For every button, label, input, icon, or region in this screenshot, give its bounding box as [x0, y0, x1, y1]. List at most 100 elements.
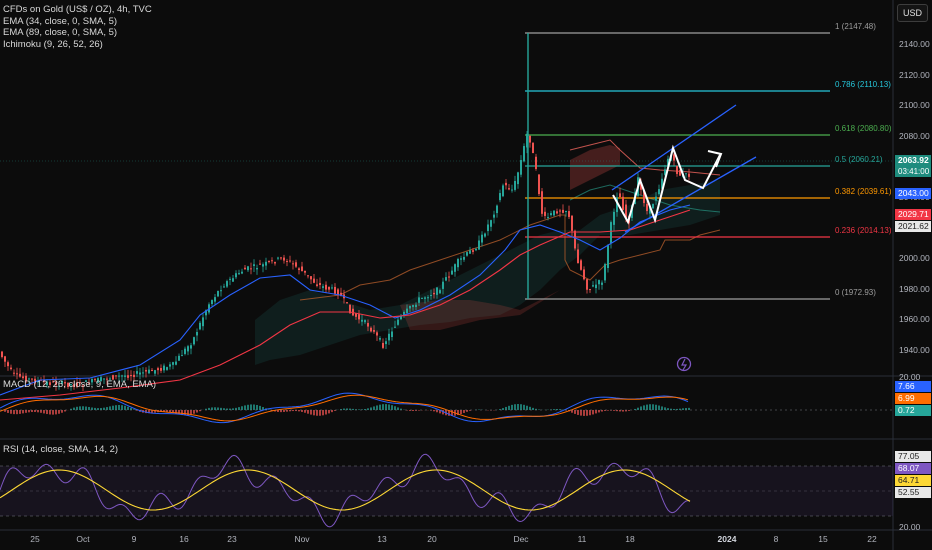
macd-histogram-bar: [16, 410, 18, 415]
last-price-tag: 2063.92 03:41:00: [895, 155, 931, 177]
channel-lower-line[interactable]: [624, 156, 757, 233]
macd-histogram-bar: [508, 405, 510, 410]
macd-histogram-bar: [64, 410, 66, 412]
candle-body: [472, 250, 474, 252]
time-tick: 11: [577, 534, 587, 544]
macd-histogram-bar: [151, 410, 153, 414]
candle-body: [478, 240, 480, 250]
candle-body: [229, 278, 231, 280]
candle-body: [649, 207, 651, 214]
macd-histogram-bar: [253, 404, 255, 410]
macd-histogram-bar: [523, 404, 525, 410]
candle-body: [172, 362, 174, 365]
macd-histogram-bar: [583, 410, 585, 416]
candle-body: [253, 264, 255, 267]
projection-path[interactable]: [612, 144, 721, 225]
macd-histogram-bar: [640, 406, 642, 410]
candle-body: [163, 365, 165, 371]
macd-line: [0, 392, 689, 424]
fib-label: 0.618 (2080.80): [835, 124, 892, 133]
candle-body: [547, 216, 549, 218]
candle-body: [139, 372, 141, 375]
candle-body: [316, 284, 318, 286]
candle-body: [619, 193, 621, 198]
candle-body: [658, 189, 660, 195]
ema-34-legend[interactable]: EMA (34, close, 0, SMA, 5): [3, 15, 118, 27]
event-icon[interactable]: [676, 356, 692, 372]
currency-button[interactable]: USD: [897, 4, 928, 22]
macd-histogram-bar: [55, 410, 57, 415]
candle-body: [232, 278, 234, 282]
candle-body: [457, 259, 459, 268]
macd-histogram-bar: [148, 410, 150, 414]
candle-body: [166, 367, 168, 370]
ema-slow-tag: 2029.71: [895, 209, 931, 220]
macd-histogram-bar: [259, 405, 261, 410]
macd-histogram-bar: [511, 404, 513, 410]
price-tick: 2100.00: [899, 100, 930, 110]
candle-body: [52, 381, 54, 383]
candle-body: [652, 204, 654, 209]
candle-body: [553, 210, 555, 216]
candle-body: [274, 262, 276, 264]
rsi-ma-line: [0, 469, 691, 511]
candle-body: [487, 224, 489, 232]
macd-histogram-bar: [370, 407, 372, 410]
candle-body: [358, 314, 360, 320]
macd-histogram-bar: [106, 407, 108, 410]
macd-histogram-bar: [244, 405, 246, 410]
macd-histogram-bar: [226, 408, 228, 410]
macd-histogram-bar: [73, 407, 75, 410]
macd-histogram-bar: [154, 410, 156, 413]
fib-label: 0.5 (2060.21): [835, 155, 883, 164]
candle-body: [244, 267, 246, 270]
candle-body: [433, 292, 435, 295]
macd-histogram-bar: [37, 410, 39, 413]
macd-histogram-bar: [352, 408, 354, 410]
ichimoku-legend[interactable]: Ichimoku (9, 26, 52, 26): [3, 38, 103, 50]
candle-body: [430, 295, 432, 297]
candle-body: [61, 380, 63, 384]
candle-body: [529, 135, 531, 143]
macd-histogram-bar: [241, 406, 243, 410]
symbol-legend[interactable]: CFDs on Gold (US$ / OZ), 4h, TVC EMA (34…: [3, 4, 152, 50]
candle-body: [241, 271, 243, 274]
macd-histogram-bar: [535, 408, 537, 410]
macd-histogram-bar: [322, 410, 324, 416]
candle-body: [613, 211, 615, 225]
time-tick: 13: [377, 534, 387, 544]
macd-histogram-bar: [124, 405, 126, 410]
macd-histogram-bar: [292, 410, 294, 412]
macd-histogram-bar: [676, 408, 678, 410]
candle-body: [535, 156, 537, 170]
macd-legend[interactable]: MACD (12, 26, close, 9, EMA, EMA): [3, 379, 157, 390]
rsi-legend[interactable]: RSI (14, close, SMA, 14, 2): [3, 444, 119, 455]
macd-histogram-bar: [223, 408, 225, 410]
macd-histogram-bar: [439, 410, 441, 414]
macd-histogram-bar: [256, 404, 258, 410]
candle-body: [58, 385, 60, 387]
price-tick: 1980.00: [899, 284, 930, 294]
macd-histogram-bar: [340, 409, 342, 410]
macd-histogram-bar: [331, 410, 333, 413]
ema-89-legend[interactable]: EMA (89, close, 0, SMA, 5): [3, 27, 118, 38]
candle-body: [280, 257, 282, 259]
price-tick: 2140.00: [899, 39, 930, 49]
candle-body: [394, 326, 396, 328]
fib-label: 0.236 (2014.13): [835, 226, 892, 235]
macd-histogram-bar: [304, 410, 306, 413]
candle-body: [190, 345, 192, 349]
candle-body: [64, 382, 66, 384]
time-tick: 18: [625, 534, 635, 544]
candle-body: [496, 205, 498, 214]
channel-upper-line[interactable]: [611, 104, 737, 191]
time-tick: 25: [30, 534, 40, 544]
macd-histogram-bar: [433, 410, 435, 412]
candle-body: [178, 355, 180, 361]
candle-body: [322, 286, 324, 288]
macd-histogram-bar: [373, 406, 375, 410]
ema-34-line: [0, 204, 691, 396]
time-tick: 9: [131, 534, 137, 544]
candle-body: [604, 264, 606, 281]
